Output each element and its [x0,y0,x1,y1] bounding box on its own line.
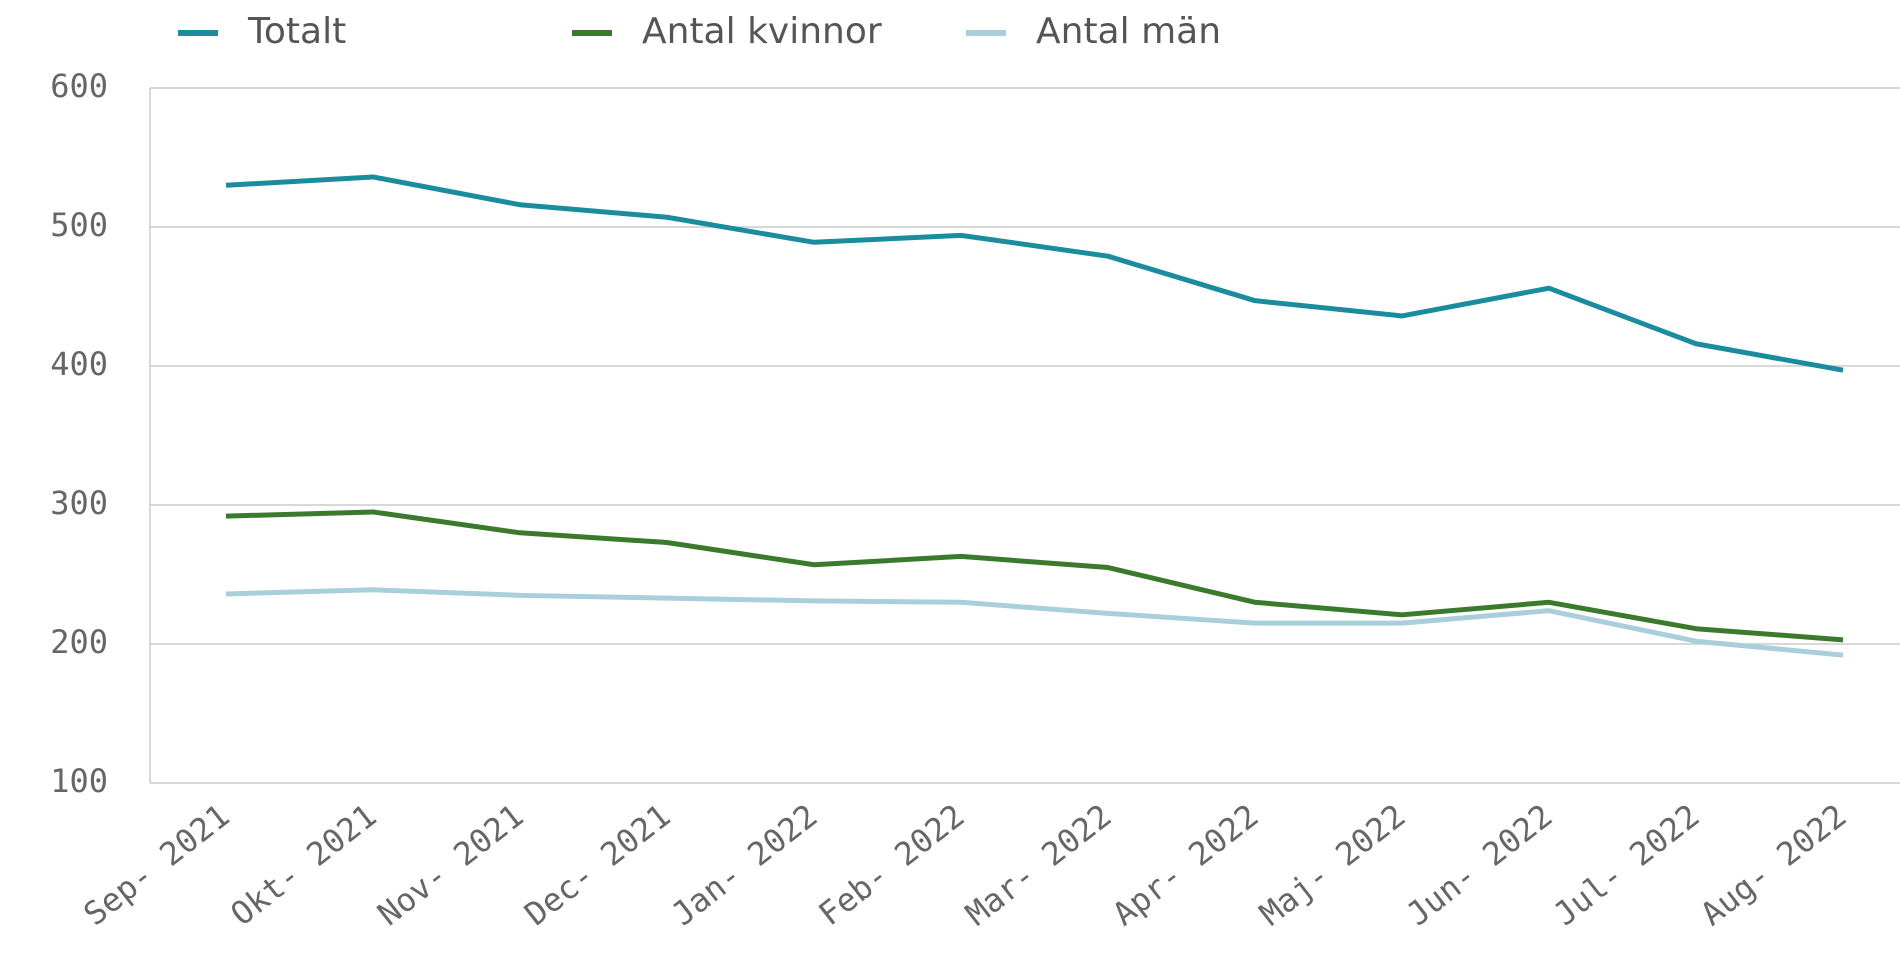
x-tick-label: Jan- 2022 [664,796,824,933]
line [225,587,1844,658]
x-tick-label: Feb- 2022 [811,796,971,933]
y-tick-label: 600 [50,67,108,105]
x-tick-label: Sep- 2021 [76,796,236,933]
y-tick-label: 300 [50,484,108,522]
x-tick-label: Okt- 2021 [223,796,383,933]
legend-label: Antal kvinnor [642,11,882,52]
line [225,509,1844,643]
y-tick-label: 100 [50,762,108,800]
y-tick-label: 200 [50,623,108,661]
legend-label: Antal män [1036,11,1221,52]
x-tick-label: Jun- 2022 [1399,796,1559,933]
x-tick-label: Nov- 2021 [370,796,530,933]
line [225,174,1844,373]
x-tick-label: Jul- 2022 [1546,796,1706,933]
y-tick-label: 500 [50,206,108,244]
x-tick-label: Mar- 2022 [958,796,1118,933]
x-tick-label: Maj- 2022 [1252,796,1412,933]
y-tick-label: 400 [50,345,108,383]
legend-label: Totalt [247,11,346,52]
x-tick-label: Apr- 2022 [1105,796,1265,933]
x-tick-label: Dec- 2021 [517,796,677,933]
x-tick-label: Aug- 2022 [1693,796,1853,933]
